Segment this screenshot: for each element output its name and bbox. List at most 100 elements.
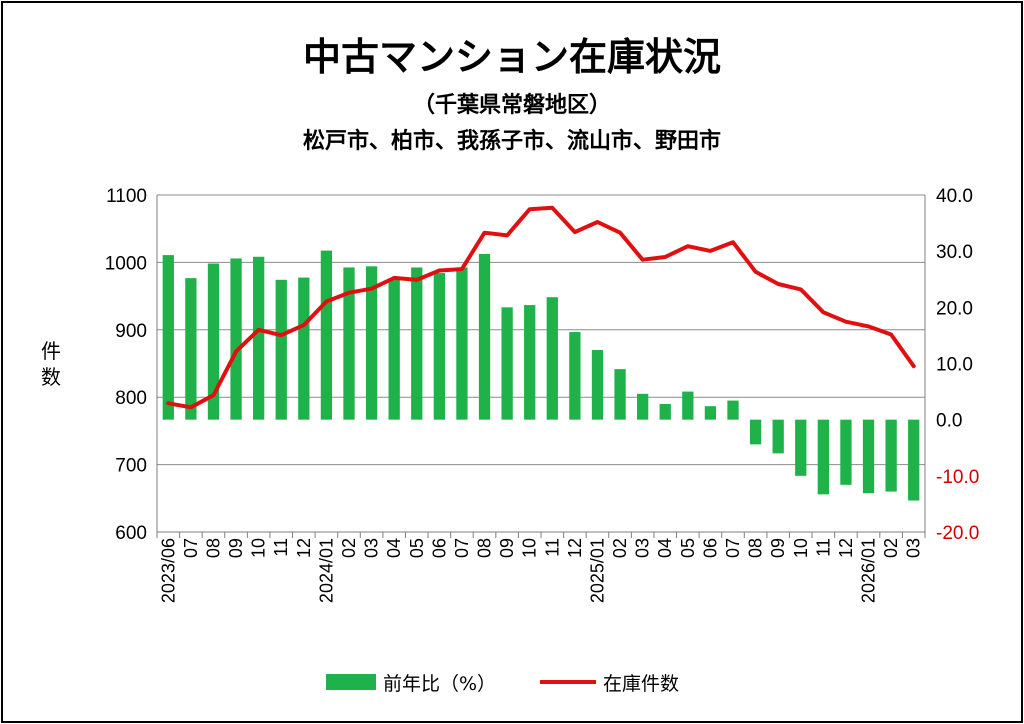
right-tick-label: 40.0	[936, 186, 973, 207]
inventory-line	[166, 205, 916, 410]
bar	[411, 267, 423, 420]
left-tick-label: 700	[115, 456, 147, 477]
x-tick-label: 09	[497, 538, 517, 558]
line-point	[867, 324, 871, 328]
line-point	[776, 282, 780, 286]
bar	[501, 307, 513, 420]
bar	[207, 263, 220, 420]
right-tick-label: 10.0	[936, 355, 973, 376]
bar	[749, 419, 762, 445]
x-tick-label: 02	[881, 538, 901, 558]
x-tick-label: 12	[836, 538, 856, 558]
line-series	[166, 205, 916, 410]
line-point	[821, 310, 825, 314]
line-point	[166, 401, 170, 405]
line-point	[754, 270, 758, 274]
bar	[591, 350, 604, 420]
x-tick-label: 12	[294, 538, 314, 558]
x-tick-label: 03	[904, 538, 924, 558]
line-point	[505, 233, 509, 237]
bar	[795, 419, 807, 476]
chart-subtitle-cities: 松戸市、柏市、我孫子市、流山市、野田市	[303, 128, 721, 154]
x-tick-label: 02	[339, 538, 359, 558]
x-tick-label: 08	[475, 538, 495, 558]
line-point	[686, 244, 690, 248]
bar	[727, 400, 739, 420]
line-point	[708, 249, 712, 253]
x-tick-label: 2024/01	[316, 538, 336, 603]
line-point	[234, 349, 238, 353]
x-tick-label: 04	[384, 538, 404, 558]
line-point	[415, 278, 419, 282]
bar	[298, 277, 310, 420]
line-point	[663, 255, 667, 259]
bar	[433, 273, 445, 420]
bar	[614, 369, 626, 420]
bar	[478, 253, 491, 420]
line-point	[257, 328, 261, 332]
x-tick-label: 2023/06	[158, 538, 178, 603]
x-tick-label: 08	[746, 538, 766, 558]
line-point	[460, 267, 464, 271]
bar	[704, 406, 717, 420]
left-tick-label: 800	[115, 388, 147, 409]
line-point	[189, 405, 193, 409]
bar	[682, 391, 694, 420]
bar-series	[162, 250, 920, 501]
chart-subtitle: （千葉県常磐地区）	[413, 92, 611, 118]
bar	[365, 266, 378, 420]
line-point	[573, 230, 577, 234]
line-point	[211, 393, 215, 397]
line-point	[392, 276, 396, 280]
line-point	[799, 287, 803, 291]
bar	[185, 278, 197, 420]
legend-label-line: 在庫件数	[603, 673, 679, 695]
legend-label-bar: 前年比（%）	[383, 673, 496, 695]
x-tick-label: 05	[407, 538, 427, 558]
x-tick-label: 12	[565, 538, 585, 558]
line-point	[912, 364, 916, 368]
line-point	[731, 240, 735, 244]
x-tick-label: 07	[181, 538, 201, 558]
line-point	[550, 206, 554, 210]
x-tick-label: 10	[791, 538, 811, 558]
legend: 前年比（%） 在庫件数	[326, 673, 679, 695]
x-tick-label: 03	[633, 538, 653, 558]
x-tick-label: 11	[271, 538, 291, 557]
left-tick-label: 1100	[106, 186, 147, 207]
x-tick-label: 06	[700, 538, 720, 558]
line-point	[347, 291, 351, 295]
bar	[840, 419, 852, 485]
line-point	[483, 231, 487, 235]
bar	[908, 419, 920, 501]
x-tick-label: 08	[204, 538, 224, 558]
x-tick-label: 09	[226, 538, 246, 558]
legend-swatch-bar	[326, 674, 376, 690]
x-tick-label: 07	[723, 538, 743, 558]
x-tick-label: 10	[249, 538, 269, 558]
bar	[343, 267, 355, 420]
x-tick-label: 04	[655, 538, 675, 558]
right-tick-label: 20.0	[936, 298, 973, 319]
x-tick-label: 2025/01	[588, 538, 608, 603]
bar	[817, 419, 829, 495]
right-tick-label: 0.0	[936, 411, 962, 432]
x-tick-label: 05	[678, 538, 698, 558]
left-tick-label: 1000	[105, 253, 147, 274]
line-point	[302, 323, 306, 327]
bar	[253, 256, 265, 420]
bar	[275, 279, 287, 420]
y-axis-label-char-2: 数	[41, 365, 61, 389]
line-point	[618, 231, 622, 235]
line-point	[844, 320, 848, 324]
x-tick-label: 02	[610, 538, 630, 558]
bar	[456, 267, 468, 420]
line-point	[437, 268, 441, 272]
bar	[569, 332, 581, 420]
bar	[637, 393, 649, 420]
x-tick-label: 07	[452, 538, 472, 558]
line-point	[528, 207, 532, 211]
line-point	[324, 299, 328, 303]
right-tick-label: -10.0	[936, 467, 979, 488]
